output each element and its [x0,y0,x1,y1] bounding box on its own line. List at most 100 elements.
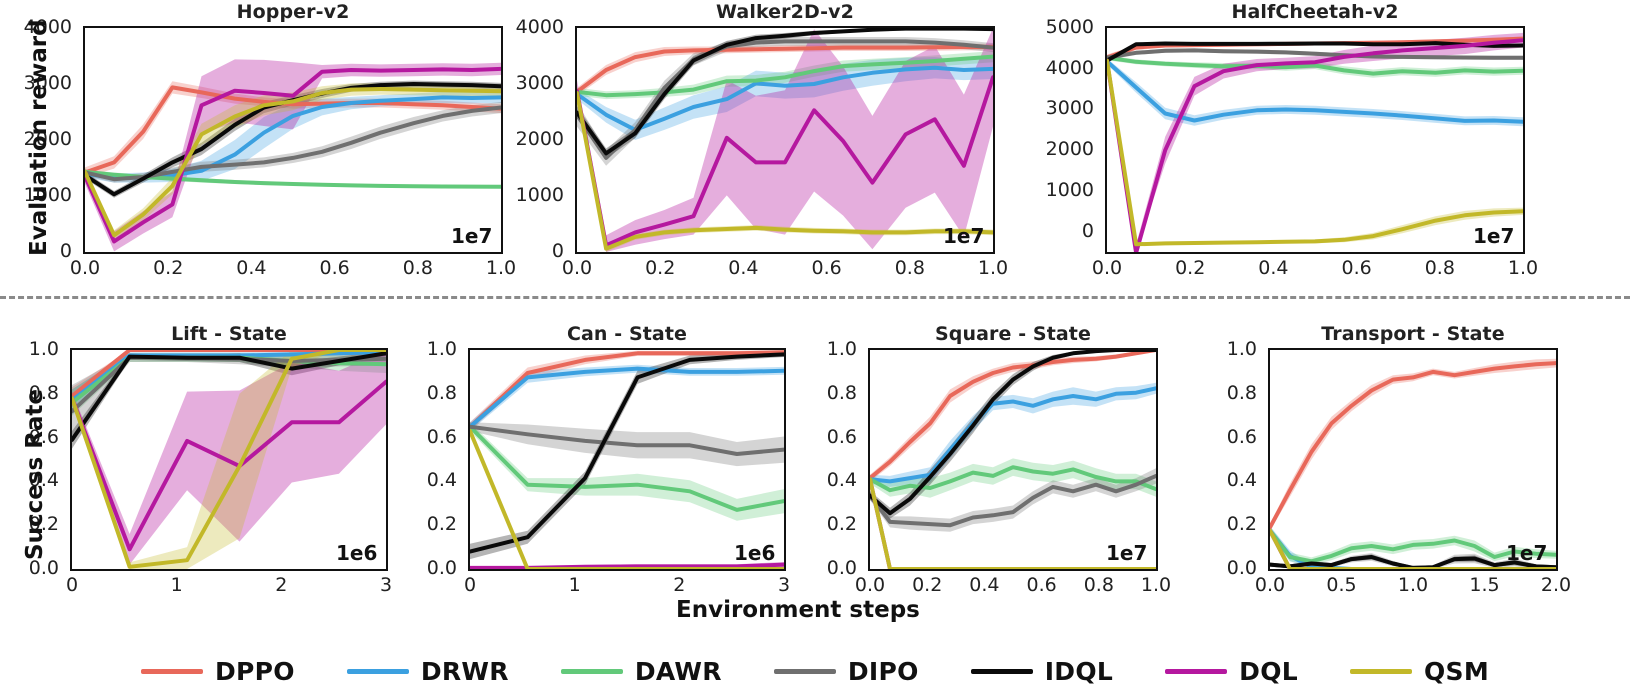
x-axis-exponent: 1e7 [1506,541,1548,565]
plot-area [70,348,388,571]
plot-area [1268,348,1558,571]
confidence-band-idql [870,350,1156,519]
y-tick-label: 2000 [515,128,564,150]
y-tick-label: 2000 [1045,138,1094,161]
series-line-drwr [577,65,993,132]
x-tick-label: 0.4 [1258,257,1289,279]
legend-item-qsm[interactable]: QSM [1349,657,1489,686]
series-line-dql [1107,38,1523,252]
x-tick-label: 1.0 [1140,574,1172,596]
y-tick-label: 0.4 [1226,469,1257,492]
confidence-band-dawr [1107,55,1523,78]
series-line-dppo [870,350,1156,481]
x-tick-label: 0.0 [69,257,101,279]
confidence-band-qsm [577,88,993,252]
confidence-band-dppo [470,350,784,431]
x-tick-label: 0 [463,574,477,596]
panel-title: HalfCheetah-v2 [1231,1,1399,23]
confidence-band-dppo [870,350,1156,482]
series-line-dawr [85,169,501,189]
series-line-dql [1270,528,1556,569]
confidence-band-dppo [1107,36,1523,61]
y-tick-label: 0.0 [28,557,59,579]
y-tick-label: 1.0 [1226,338,1257,360]
legend-item-dipo[interactable]: DIPO [773,657,919,686]
legend-label: IDQL [1044,657,1114,686]
confidence-band-qsm [1107,59,1523,246]
x-axis-exponent: 1e7 [451,224,493,248]
x-axis-exponent: 1e7 [1106,541,1148,565]
confidence-band-dawr [470,422,784,521]
y-tick-label: 0.0 [826,557,857,579]
y-tick-label: 0 [551,240,564,262]
x-tick-label: 1.0 [1507,257,1539,279]
confidence-band-qsm [470,426,784,569]
series-line-dipo [85,105,501,182]
x-tick-label: 0.4 [236,257,267,279]
y-tick-label: 1.0 [826,338,857,360]
confidence-band-idql [470,351,784,560]
y-tick-label: 1.0 [426,338,457,360]
confidence-band-drwr [470,364,784,431]
y-tick-label: 5000 [1045,16,1094,38]
series-line-idql [1107,41,1523,63]
x-tick-label: 0.8 [894,257,925,279]
legend-item-drwr[interactable]: DRWR [346,657,509,686]
legend-item-idql[interactable]: IDQL [970,657,1114,686]
series-line-drwr [870,386,1156,484]
x-tick-label: 0.5 [1326,574,1357,596]
legend-item-dql[interactable]: DQL [1165,657,1298,686]
series-line-qsm [870,477,1156,569]
x-tick-label: 0.0 [854,574,886,596]
panel-title: Lift - State [171,323,287,345]
series-line-idql [470,352,784,554]
series-line-qsm [1107,58,1523,247]
confidence-band-qsm [1270,527,1556,569]
x-tick-label: 0.8 [1424,257,1455,279]
confidence-band-dipo [85,101,501,183]
confidence-band-drwr [870,382,1156,487]
panel-title: Square - State [935,323,1091,345]
x-axis-exponent: 1e6 [734,541,776,565]
x-tick-label: 0 [65,574,79,596]
legend-item-dawr[interactable]: DAWR [560,657,722,686]
confidence-band-dql [1270,527,1556,569]
confidence-band-dql [577,28,993,252]
confidence-band-dql [870,475,1156,569]
legend-label: DQL [1239,657,1298,686]
y-tick-label: 0.8 [1226,381,1257,404]
x-tick-label: 1.0 [485,257,517,279]
series-line-qsm [85,87,501,238]
y-tick-label: 0.2 [1226,513,1257,536]
y-tick-label: 0 [1081,219,1094,242]
confidence-band-dipo [1107,48,1523,61]
x-tick-label: 0.0 [1091,257,1123,279]
series-line-idql [85,82,501,197]
x-tick-label: 0.4 [728,257,759,279]
confidence-band-idql [72,350,386,449]
x-axis-exponent: 1e6 [336,541,378,565]
x-tick-label: 0.2 [912,574,943,596]
legend-item-dppo[interactable]: DPPO [140,657,295,686]
panel-title: Can - State [566,323,688,345]
row2-y-axis-label: Success Rate [22,388,48,560]
legend-swatch-dql [1165,669,1228,674]
series-line-drwr [85,95,501,181]
x-tick-label: 0.6 [1341,257,1372,279]
x-tick-label: 0.6 [1026,574,1057,596]
legend: DPPO DRWR DAWR DIPO IDQL DQL QSM [0,650,1630,693]
confidence-band-drwr [85,91,501,183]
x-tick-label: 2 [673,574,686,596]
confidence-band-dql [470,562,784,569]
y-tick-label: 0.4 [426,469,457,492]
series-line-drwr [72,350,386,403]
y-tick-label: 1000 [1045,178,1094,201]
x-tick-label: 1.5 [1469,574,1500,596]
shared-x-axis-label: Environment steps [676,597,920,623]
series-line-dppo [577,45,993,94]
confidence-band-drwr [1270,526,1556,569]
series-line-idql [1270,555,1556,569]
